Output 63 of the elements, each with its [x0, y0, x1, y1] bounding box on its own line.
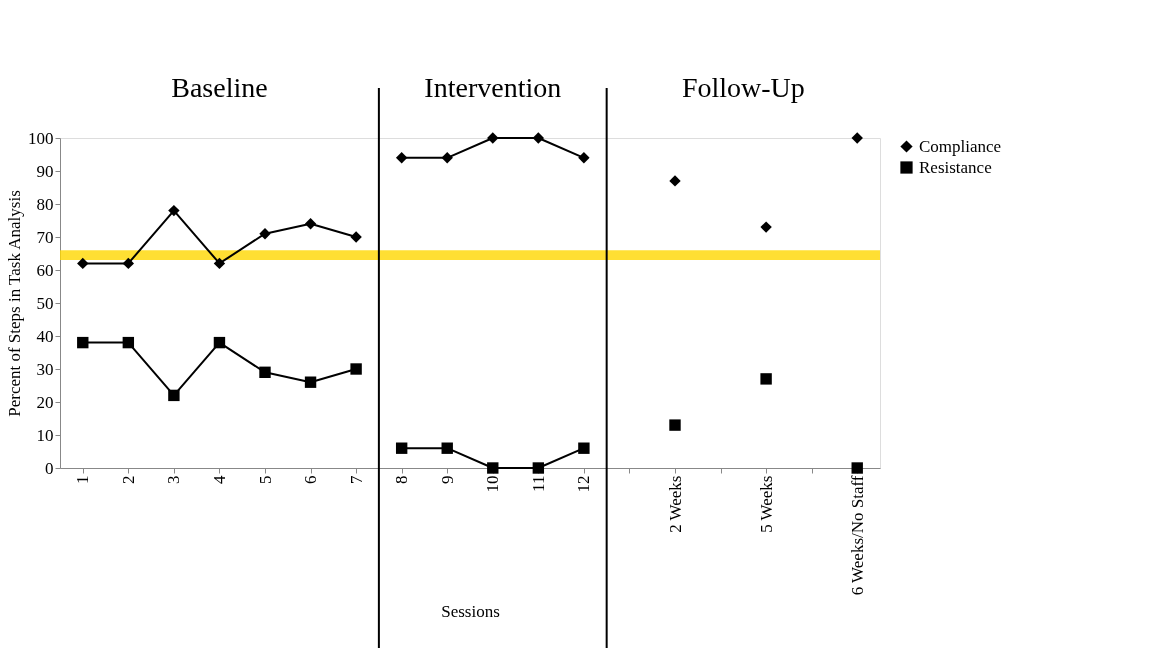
- point: [259, 228, 271, 240]
- y-tick-label: 0: [45, 458, 54, 478]
- point: [578, 152, 590, 164]
- y-tick-label: 70: [36, 227, 54, 247]
- point: [851, 132, 863, 144]
- point: [168, 204, 180, 217]
- point: [669, 175, 681, 187]
- x-tick-label: 12: [574, 475, 594, 493]
- x-tick-label: 1: [73, 475, 93, 484]
- point: [441, 152, 453, 164]
- y-tick-label: 20: [36, 392, 54, 412]
- point: [851, 462, 863, 474]
- point: [395, 442, 408, 454]
- point: [350, 363, 362, 375]
- point: [760, 373, 772, 385]
- point: [122, 336, 135, 349]
- point: [441, 442, 453, 454]
- point: [304, 376, 317, 388]
- x-axis-title: Sessions: [441, 601, 500, 621]
- point: [77, 257, 89, 270]
- x-tick-label: 11: [528, 475, 548, 492]
- y-tick-label: 10: [36, 425, 54, 445]
- x-tick-label: 5: [255, 475, 275, 484]
- point: [395, 152, 408, 164]
- text: Baseline: [171, 72, 268, 103]
- x-tick-label: 6: [301, 475, 321, 484]
- y-tick-label: 40: [36, 326, 54, 346]
- x-tick-label: 2: [118, 475, 138, 484]
- y-tick-label: 90: [36, 161, 54, 181]
- legend-label: Resistance: [919, 157, 992, 177]
- y-tick-label: 80: [36, 194, 54, 214]
- point: [350, 231, 362, 243]
- y-tick-label: 100: [28, 128, 54, 148]
- point: [578, 442, 590, 454]
- x-tick-label: 8: [392, 475, 412, 484]
- x-tick-label: 10: [483, 475, 503, 493]
- y-axis-title: Percent of Steps in Task Analysis: [5, 190, 24, 417]
- x-tick-label: 3: [164, 475, 184, 484]
- y-tick-label: 30: [36, 359, 54, 379]
- x-tick-label: 4: [209, 475, 229, 484]
- y-tick-label: 50: [36, 293, 54, 313]
- y-tick-label: 60: [36, 260, 54, 280]
- point: [304, 218, 317, 230]
- x-tick-label: 2 Weeks: [665, 475, 685, 533]
- point: [122, 257, 135, 270]
- legend-label: Compliance: [919, 136, 1002, 156]
- point: [487, 462, 499, 474]
- point: [77, 336, 89, 349]
- point: [213, 336, 226, 349]
- point: [669, 419, 681, 431]
- point: [487, 132, 499, 144]
- point: [213, 257, 226, 270]
- x-tick-label: 6 Weeks/No Staff: [847, 475, 867, 596]
- text: Follow-Up: [681, 72, 805, 103]
- x-tick-label: 9: [437, 475, 457, 484]
- x-tick-label: 7: [346, 475, 366, 484]
- point: [168, 389, 180, 402]
- point: [532, 132, 545, 144]
- point: [760, 221, 772, 233]
- point: [532, 462, 545, 474]
- point: [259, 366, 271, 378]
- text: Intervention: [424, 72, 562, 103]
- x-tick-label: 5 Weeks: [756, 475, 776, 533]
